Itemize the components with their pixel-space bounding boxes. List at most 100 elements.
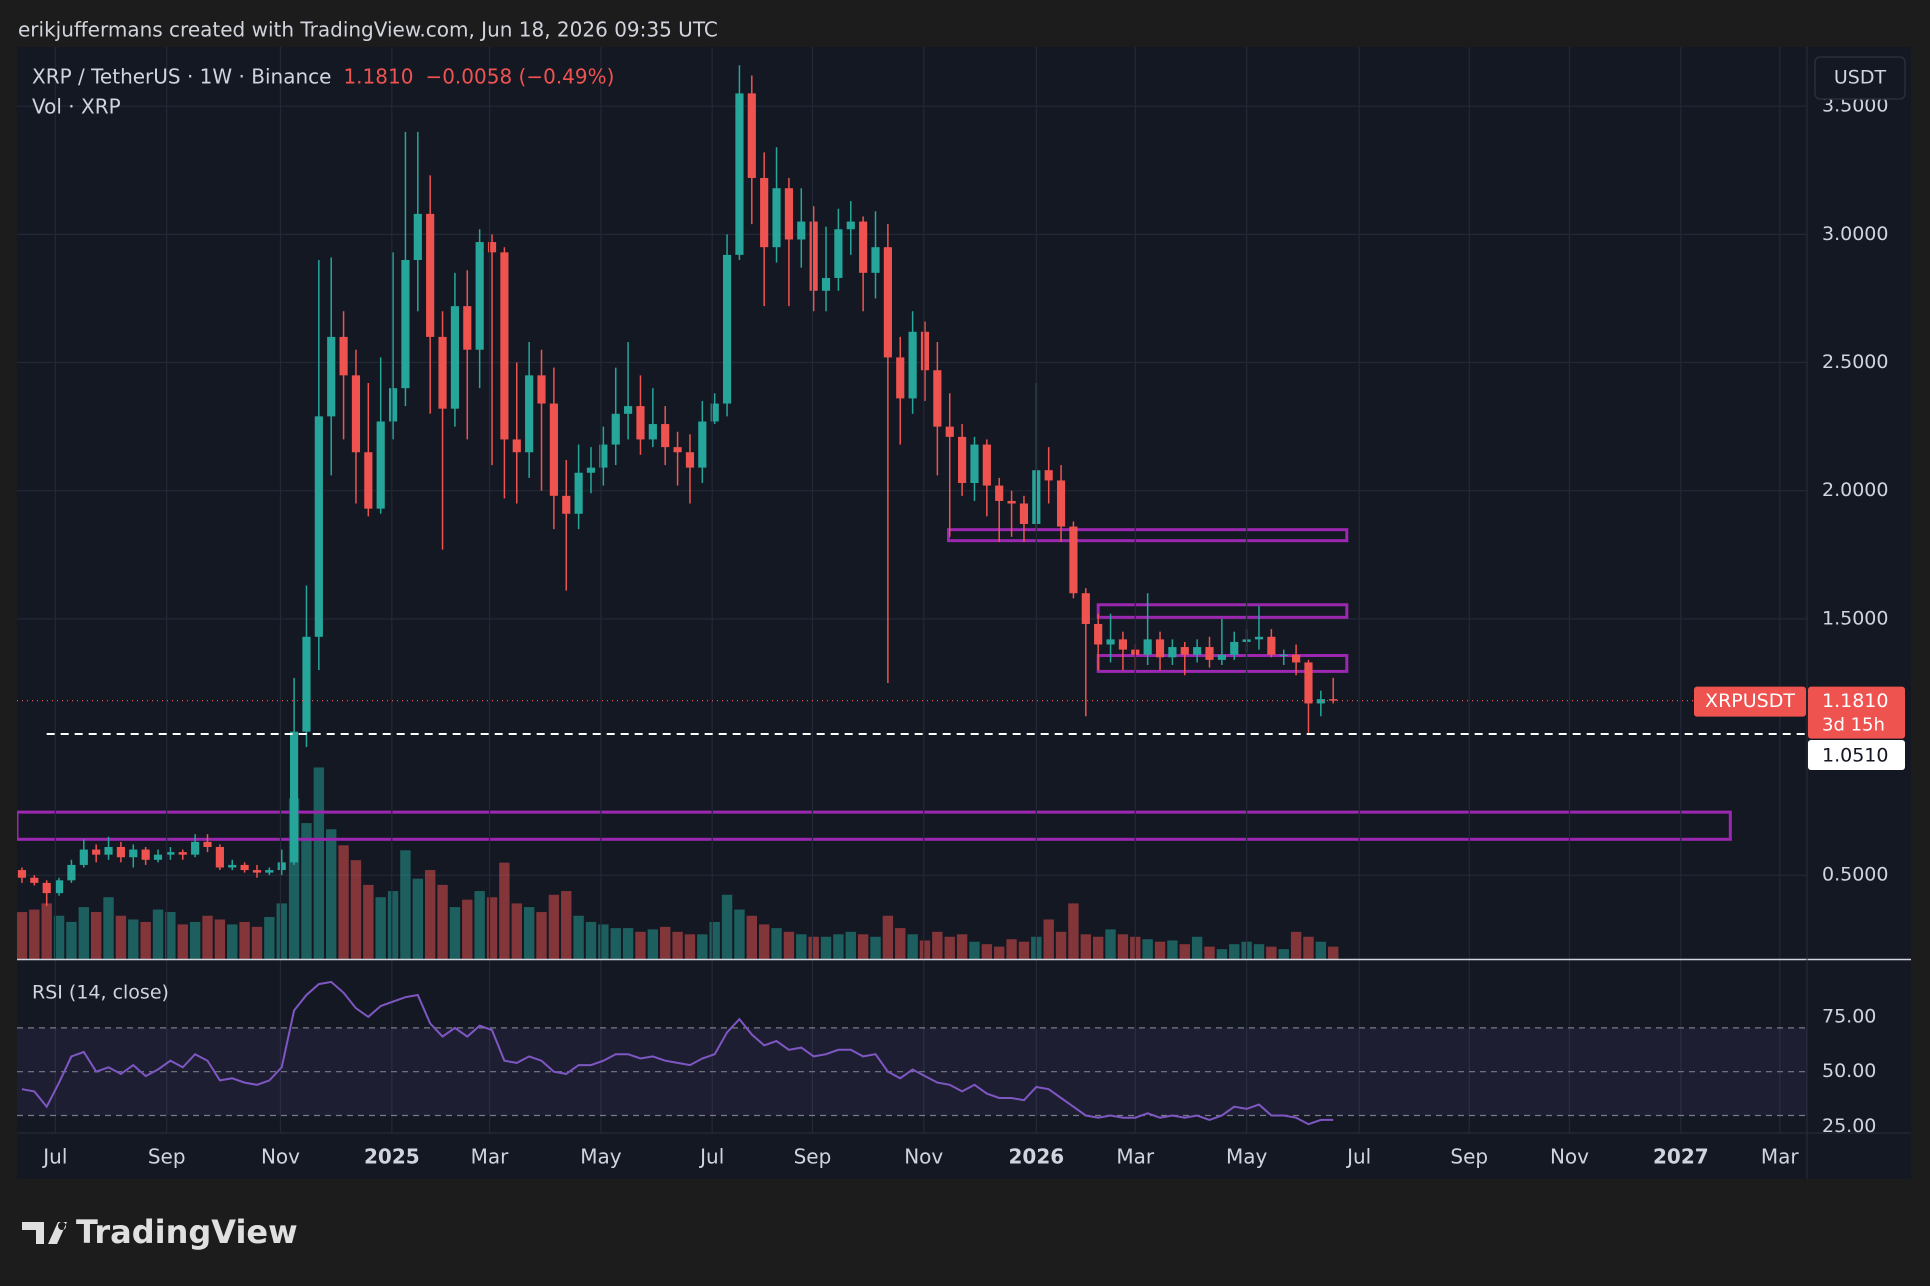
volume-bar <box>140 921 151 959</box>
volume-bar <box>29 909 40 959</box>
volume-bar <box>820 936 832 959</box>
volume-bar <box>103 897 114 959</box>
candle-body <box>859 221 868 273</box>
candle-body <box>376 421 385 509</box>
x-tick-label: Jul <box>698 1145 724 1169</box>
candle-body <box>1292 654 1301 663</box>
candle-body <box>883 247 892 358</box>
rsi-tick-label: 75.00 <box>1822 1005 1876 1027</box>
currency-button[interactable] <box>1814 56 1906 100</box>
candle-body <box>104 846 113 855</box>
candle-body <box>537 375 546 404</box>
volume-bar <box>536 912 547 959</box>
volume-bar <box>1117 934 1129 959</box>
candle-body <box>1180 647 1189 655</box>
candle-body <box>747 93 756 178</box>
volume-bar <box>78 907 89 959</box>
candle-body <box>265 870 274 873</box>
volume-bar <box>1080 934 1091 959</box>
countdown-label: 3d 15h <box>1822 715 1885 736</box>
volume-bar <box>313 767 325 959</box>
price-plot <box>17 65 1807 959</box>
y-tick-label: 3.5000 <box>1822 95 1888 117</box>
candle-body <box>54 880 64 894</box>
candle-body <box>562 495 571 514</box>
footer-logo: TradingView <box>22 1213 298 1251</box>
legend-price: 1.1810 <box>343 65 413 89</box>
candle-body <box>809 221 818 291</box>
volume-bar <box>288 798 300 959</box>
volume-bar <box>919 940 931 959</box>
symbol-label: XRPUSDT <box>1705 690 1795 712</box>
volume-bar <box>994 946 1005 959</box>
volume-bar <box>758 924 770 959</box>
candle-body <box>933 370 942 427</box>
volume-bar <box>214 919 226 959</box>
volume-bar <box>783 931 795 959</box>
volume-bar <box>1105 929 1116 959</box>
candle-body <box>525 375 534 453</box>
volume-bar <box>610 928 621 959</box>
volume-bar <box>41 903 52 959</box>
currency-label: USDT <box>1834 67 1887 89</box>
candle-body <box>463 306 472 350</box>
volume-bar <box>622 928 634 959</box>
low-label: 1.0510 <box>1822 744 1888 766</box>
candle-body <box>846 221 855 230</box>
y-tick-label: 3.0000 <box>1822 223 1888 245</box>
rsi-line <box>21 980 1334 1126</box>
candle-body <box>1155 639 1165 658</box>
volume-bar <box>449 907 461 959</box>
symbol-tag <box>1694 686 1806 717</box>
low-tag <box>1808 739 1905 770</box>
volume-bar <box>1092 936 1104 959</box>
volume-legend: Vol · XRP <box>32 95 121 119</box>
volume-bar <box>1191 936 1203 959</box>
candle-body <box>1081 593 1090 624</box>
x-tick-label: May <box>1226 1145 1268 1169</box>
candle-body <box>351 375 361 453</box>
volume-bar <box>870 936 881 959</box>
candle-body <box>1007 500 1016 504</box>
candle-body <box>1168 647 1177 658</box>
x-tick-label: Jul <box>41 1145 67 1169</box>
candle-body <box>1316 699 1325 704</box>
candle-body <box>252 870 262 873</box>
x-tick-label: 2025 <box>364 1145 420 1169</box>
x-tick-label: Nov <box>904 1145 943 1169</box>
volume-bar <box>276 903 287 959</box>
candle-body <box>141 849 150 860</box>
candle-body <box>722 254 732 404</box>
candle-body <box>1267 636 1276 655</box>
candle-body <box>401 260 410 389</box>
candle-body <box>821 277 831 291</box>
candle-body <box>1205 647 1214 660</box>
volume-bar <box>523 907 535 959</box>
candle-body <box>970 444 979 484</box>
x-tick-label: Sep <box>148 1145 186 1169</box>
zone <box>946 528 1349 543</box>
volume-bar <box>857 934 869 959</box>
volume-bar <box>981 944 993 959</box>
volume-bar <box>833 934 844 959</box>
candle-body <box>586 467 596 473</box>
volume-bar <box>350 860 362 959</box>
volume-bar <box>264 916 275 959</box>
y-tick-label: 2.5000 <box>1822 351 1888 373</box>
volume-bar <box>969 941 980 959</box>
volume-bar <box>746 915 757 959</box>
volume-bar <box>647 929 659 959</box>
volume-bar <box>1068 903 1079 959</box>
candle-body <box>661 424 670 448</box>
candle-body <box>599 444 608 468</box>
y-tick-label: 0.5000 <box>1822 864 1888 886</box>
candle-body <box>648 424 657 440</box>
candle-body <box>438 336 447 409</box>
candle-body <box>698 421 707 468</box>
volume-bar <box>227 924 238 959</box>
candle-body <box>17 870 27 878</box>
candle-body <box>760 177 769 248</box>
candle-body <box>277 862 286 871</box>
x-tick-label: Mar <box>471 1145 510 1169</box>
candle-body <box>673 447 682 453</box>
